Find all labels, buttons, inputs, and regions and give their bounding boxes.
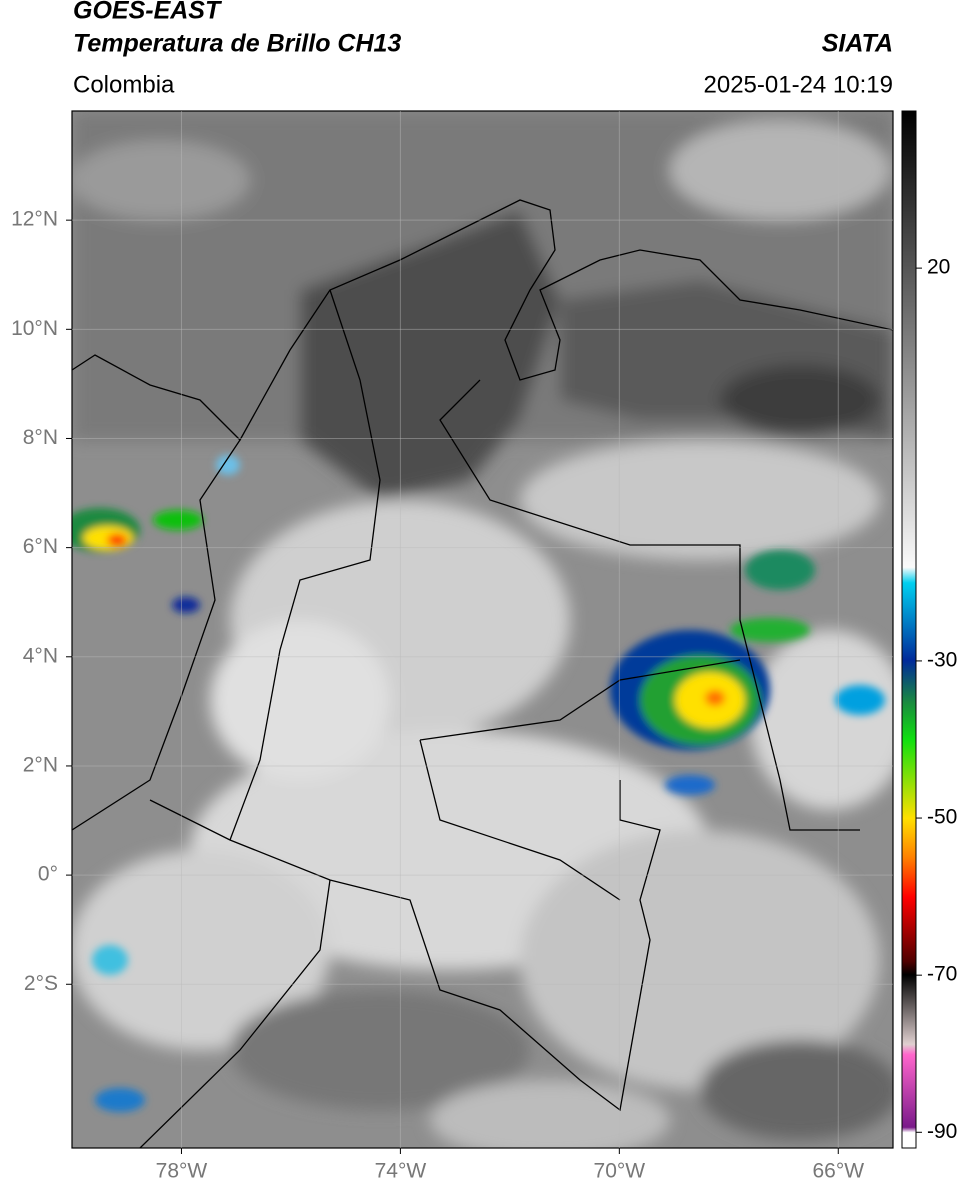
colorbar-tick-label: -70 xyxy=(927,963,957,986)
y-tick-label: 4°N xyxy=(23,644,58,667)
colorbar-tick-label: -90 xyxy=(927,1120,957,1143)
datetime: 2025-01-24 10:19 xyxy=(704,71,894,98)
y-tick-label: 10°N xyxy=(11,317,58,340)
source: SIATA xyxy=(822,30,893,58)
colorbar xyxy=(901,110,917,1149)
y-tick-label: 0° xyxy=(38,863,58,886)
x-tick-label: 74°W xyxy=(375,1160,427,1183)
y-tick-label: 6°N xyxy=(23,535,58,558)
y-tick-label: 12°N xyxy=(11,208,58,231)
y-tick-label: 2°S xyxy=(24,972,58,995)
y-tick-label: 8°N xyxy=(23,426,58,449)
y-tick-label: 2°N xyxy=(23,753,58,776)
colorbar-tick-label: 20 xyxy=(927,256,950,279)
colorbar-tick-label: -30 xyxy=(927,648,957,671)
colorbar-tick-label: -50 xyxy=(927,806,957,829)
x-tick-label: 78°W xyxy=(156,1160,208,1183)
x-tick-label: 70°W xyxy=(594,1160,646,1183)
map-frame xyxy=(71,110,894,1149)
x-tick-label: 66°W xyxy=(812,1160,864,1183)
title-line2: Temperatura de Brillo CH13 xyxy=(73,30,401,58)
region: Colombia xyxy=(73,71,175,98)
satellite-image xyxy=(72,111,893,1148)
title-line1: GOES-EAST xyxy=(73,0,223,25)
